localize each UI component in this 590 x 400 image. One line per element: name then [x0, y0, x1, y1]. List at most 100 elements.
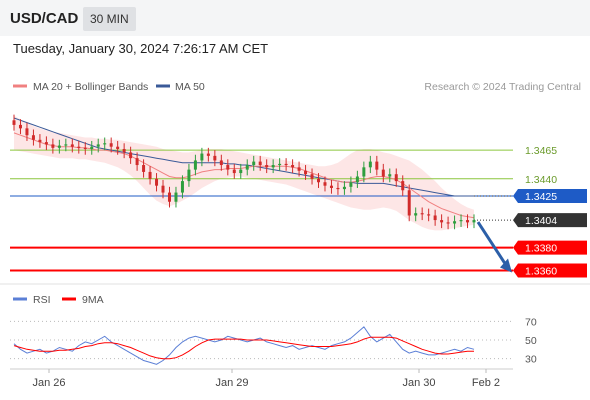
candle-body — [90, 146, 94, 149]
last-price-label: 1.3404 — [525, 215, 557, 227]
candle-body — [459, 220, 463, 222]
candle-body — [329, 185, 333, 188]
report-datetime: Tuesday, January 30, 2024 7:26:17 AM CET — [13, 41, 269, 56]
candle-body — [472, 220, 476, 223]
candle-body — [96, 144, 100, 147]
candle-body — [193, 160, 197, 170]
candle-body — [155, 178, 159, 186]
candle-body — [245, 165, 249, 170]
candle-body — [161, 185, 165, 193]
candle-body — [232, 169, 236, 174]
candle-body — [453, 221, 457, 224]
candle-body — [213, 155, 217, 161]
candle-body — [38, 139, 42, 143]
candle-body — [466, 220, 470, 223]
level-label: 1.3425 — [525, 191, 557, 203]
ma50-legend-label: MA 50 — [175, 81, 205, 93]
candle-body — [414, 213, 418, 216]
candle-body — [265, 165, 269, 168]
x-tick-label: Jan 26 — [32, 377, 65, 389]
candle-body — [291, 165, 295, 168]
candle-body — [70, 144, 74, 147]
main-plot: 1.3465 1.3440 1.3425 1.3380 1.3360 1.3404 — [10, 114, 587, 278]
rsi-tick-label: 70 — [525, 316, 537, 328]
candle-body — [362, 167, 366, 177]
candle-body — [401, 181, 405, 191]
rsi-tick-label: 30 — [525, 354, 537, 366]
candle-body — [180, 181, 184, 193]
candle-body — [284, 163, 288, 166]
candle-body — [388, 174, 392, 177]
x-tick-label: Feb 2 — [472, 377, 500, 389]
level-label: 1.3465 — [525, 145, 557, 157]
candle-body — [219, 160, 223, 166]
candle-body — [51, 144, 55, 148]
candle-body — [355, 176, 359, 183]
candle-body — [77, 146, 81, 148]
level-tag — [513, 240, 587, 255]
candle-body — [12, 120, 16, 125]
rsi-legend-swatch — [13, 297, 27, 301]
x-tick-label: Jan 30 — [402, 377, 435, 389]
rsi-line — [13, 326, 475, 365]
ma9-line — [13, 336, 474, 360]
candle-body — [252, 161, 256, 166]
candle-body — [381, 169, 385, 177]
ma9-legend-label: 9MA — [82, 294, 104, 306]
candle-body — [167, 192, 171, 202]
candle-body — [427, 214, 431, 216]
ma50-legend-swatch — [156, 84, 170, 88]
rsi-legend-label: RSI — [33, 294, 51, 306]
rsi-tick-label: 50 — [525, 335, 537, 347]
candle-body — [206, 153, 210, 156]
candle-body — [440, 220, 444, 223]
level-label: 1.3440 — [525, 174, 557, 186]
level-label: 1.3380 — [525, 243, 557, 255]
candle-body — [433, 215, 437, 221]
candle-body — [109, 143, 113, 147]
candle-body — [420, 213, 424, 215]
candle-body — [18, 124, 22, 129]
last-price-tag — [513, 213, 587, 228]
ma50-line — [13, 117, 474, 197]
candle-body — [44, 142, 48, 145]
candle-body — [174, 192, 178, 202]
candle-body — [446, 222, 450, 224]
candle-body — [336, 187, 340, 190]
candle-body — [187, 169, 191, 182]
header-bar: USD/CAD 30 MIN — [0, 0, 590, 36]
candle-body — [83, 147, 87, 149]
instrument-name: USD/CAD — [10, 10, 79, 27]
candle-body — [278, 163, 282, 166]
candle-body — [310, 174, 314, 179]
level-label: 1.3360 — [525, 266, 557, 278]
candle-body — [394, 174, 398, 182]
x-tick-label: Jan 29 — [215, 377, 248, 389]
bollinger-band — [14, 115, 474, 231]
ma20-legend-swatch — [13, 84, 27, 88]
candle-body — [148, 171, 152, 179]
x-axis-ticks: Jan 26 Jan 29 Jan 30 Feb 2 — [32, 369, 500, 389]
candle-body — [407, 190, 411, 216]
candle-body — [239, 169, 243, 174]
candle-body — [116, 146, 120, 149]
candle-body — [129, 152, 133, 159]
candle-body — [304, 170, 308, 175]
candle-body — [317, 178, 321, 183]
timeframe-badge[interactable]: 30 MIN — [83, 7, 136, 31]
forecast-arrow-head — [500, 258, 512, 273]
candle-body — [226, 165, 230, 170]
rsi-plot: 70 50 30 — [10, 316, 537, 366]
candle-body — [200, 153, 204, 161]
level-tag — [513, 263, 587, 278]
ma9-legend-swatch — [62, 297, 76, 301]
candle-body — [323, 182, 327, 186]
candle-body — [342, 186, 346, 190]
candle-body — [375, 161, 379, 170]
candle-body — [103, 143, 107, 145]
ma20-legend-label: MA 20 + Bollinger Bands — [33, 81, 148, 93]
candle-body — [349, 182, 353, 187]
candle-body — [258, 161, 262, 166]
level-tag — [513, 189, 587, 203]
